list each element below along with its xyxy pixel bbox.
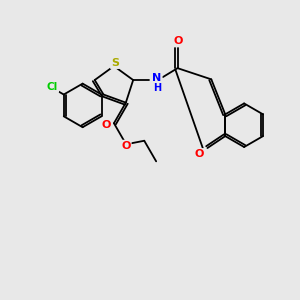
Text: O: O	[195, 149, 204, 159]
Text: S: S	[111, 58, 119, 68]
Text: H: H	[153, 83, 161, 93]
Text: O: O	[121, 141, 131, 151]
Text: Cl: Cl	[47, 82, 58, 92]
Text: O: O	[174, 36, 183, 46]
Text: O: O	[101, 120, 111, 130]
Text: N: N	[152, 73, 162, 83]
